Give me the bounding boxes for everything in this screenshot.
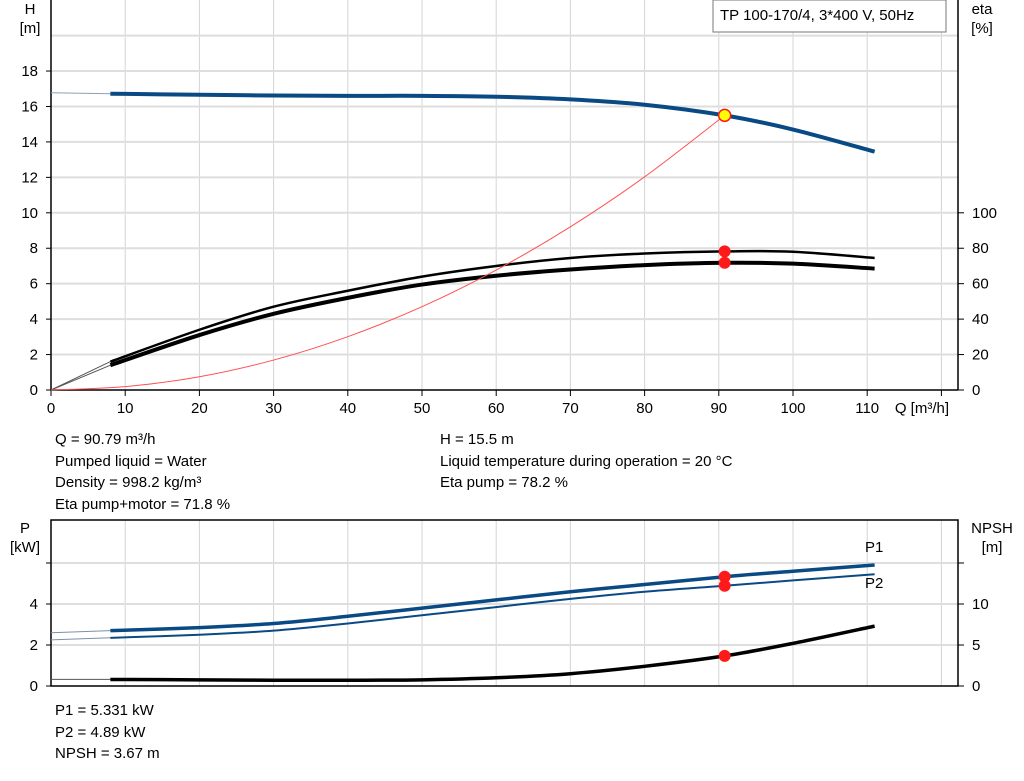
eta_pump_motor-curve <box>109 260 875 368</box>
x-tick-label: 20 <box>191 400 208 417</box>
y2-tick-label: 20 <box>972 347 989 364</box>
y2-tick-label: 60 <box>972 276 989 293</box>
eta_pump-curve <box>109 249 875 363</box>
p2-duty-point <box>718 579 731 592</box>
head-duty-point <box>717 108 732 123</box>
NPSH-curve <box>110 624 875 683</box>
eta-pump-motor-duty-point <box>718 256 731 269</box>
y2-tick-label: 0 <box>972 382 980 399</box>
power-info: P1 = 5.331 kW P2 = 4.89 kW NPSH = 3.67 m <box>55 700 160 765</box>
npsh-tick-label: 10 <box>972 596 989 613</box>
npsh-tick-label: 5 <box>972 637 980 654</box>
y-tick-label: 0 <box>30 382 38 399</box>
x-tick-label: 10 <box>117 400 134 417</box>
npsh-tick-label: 0 <box>972 678 980 695</box>
power-plot-frame <box>50 519 959 687</box>
x-tick-label: 70 <box>562 400 579 417</box>
npsh-duty-point <box>718 649 731 662</box>
p1-duty-point <box>718 570 731 583</box>
y-tick-label: 10 <box>21 205 38 222</box>
x-tick-label: 80 <box>636 400 653 417</box>
model-label: TP 100-170/4, 3*400 V, 50Hz <box>720 7 914 24</box>
npsh-axis-label: [m] <box>982 539 1003 556</box>
eta-pump-value: Eta pump = 78.2 % <box>440 474 568 491</box>
y-axis-label: H <box>25 1 36 18</box>
eta-pump-motor-value: Eta pump+motor = 71.8 % <box>55 495 231 513</box>
y2-tick-label: 100 <box>972 205 997 222</box>
system_curve-curve <box>50 114 725 391</box>
x-tick-label: 110 <box>855 400 879 417</box>
x-tick-label: 50 <box>414 400 431 417</box>
y-tick-label: 2 <box>30 347 38 364</box>
head-curve <box>110 91 876 154</box>
P2-series-label: P2 <box>865 575 883 592</box>
head-value: H = 15.5 m <box>440 431 514 448</box>
p-axis-label: P <box>20 520 30 537</box>
P2-extension-line <box>50 637 111 641</box>
y-tick-label: 18 <box>21 63 38 80</box>
x-axis-label: Q [m³/h] <box>895 400 949 417</box>
y-tick-label: 16 <box>21 98 38 115</box>
npsh-axis-label: NPSH <box>971 520 1013 537</box>
P1-curve <box>110 563 875 633</box>
p-tick-label: 4 <box>30 596 38 613</box>
eta_pump-extension-line <box>50 361 111 391</box>
y-tick-label: 14 <box>21 134 38 151</box>
eta_pump_motor-extension-line <box>50 364 111 391</box>
x-tick-label: 40 <box>339 400 356 417</box>
P1-series-label: P1 <box>865 539 883 556</box>
flow-value: Q = 90.79 m³/h <box>55 431 156 448</box>
model-label-box <box>712 0 947 33</box>
x-tick-label: 100 <box>780 400 805 417</box>
eta-pump-duty-point <box>718 245 731 258</box>
y2-axis-label: eta <box>972 1 994 18</box>
y2-tick-label: 80 <box>972 240 989 257</box>
y-tick-label: 12 <box>21 169 38 186</box>
pumped-liquid: Pumped liquid = Water <box>55 452 207 470</box>
p1-value: P1 = 5.331 kW <box>55 702 154 719</box>
y-tick-label: 8 <box>30 240 38 257</box>
liquid-temperature: Liquid temperature during operation = 20… <box>440 452 733 470</box>
npsh-value: NPSH = 3.67 m <box>55 745 160 762</box>
head-extension-line <box>50 92 111 95</box>
P1-extension-line <box>50 630 111 634</box>
duty-info-left: Q = 90.79 m³/h Pumped liquid = Water Den… <box>55 429 230 515</box>
p2-value: P2 = 4.89 kW <box>55 723 146 741</box>
x-tick-label: 90 <box>710 400 727 417</box>
y-tick-label: 4 <box>30 311 38 328</box>
y-axis-label: [m] <box>20 20 41 37</box>
p-axis-label: [kW] <box>10 539 40 556</box>
y2-tick-label: 40 <box>972 311 989 328</box>
x-tick-label: 30 <box>265 400 282 417</box>
density-value: Density = 998.2 kg/m³ <box>55 474 202 491</box>
x-tick-label: 60 <box>488 400 505 417</box>
y-tick-label: 6 <box>30 276 38 293</box>
p-tick-label: 2 <box>30 637 38 654</box>
y2-axis-label: [%] <box>971 20 993 37</box>
duty-info-right: H = 15.5 m Liquid temperature during ope… <box>440 429 732 494</box>
P2-curve <box>110 573 875 639</box>
x-tick-label: 0 <box>47 400 55 417</box>
p-tick-label: 0 <box>30 678 38 695</box>
